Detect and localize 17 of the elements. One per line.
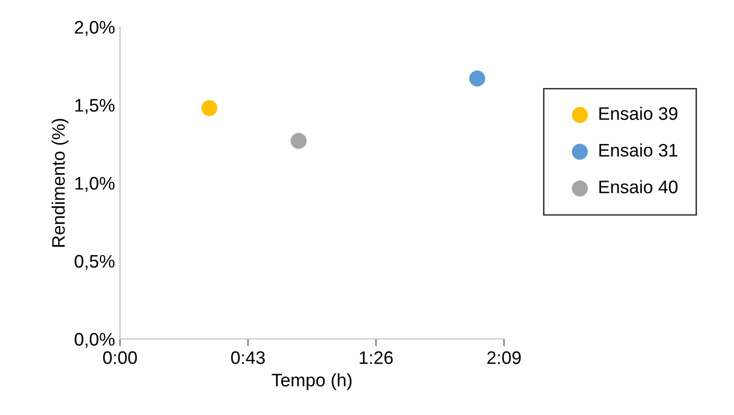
y-tick-label: 1,5% (75, 99, 114, 114)
legend-label: Ensaio 31 (599, 143, 678, 157)
y-axis-title: Rendimento (%) (52, 118, 68, 247)
x-tick-label: 0:43 (231, 351, 265, 364)
y-tick-label: 1,0% (75, 176, 114, 192)
y-tick-label: 2,0% (74, 20, 114, 36)
y-tick-label: 0,0% (74, 332, 114, 348)
legend-label: Ensaio 39 (599, 106, 678, 120)
point (290, 132, 307, 149)
x-axis-title: Tempo (h) (272, 373, 352, 390)
legend-label: Ensaio 40 (599, 180, 678, 194)
x-tick-label: 1:26 (360, 351, 393, 364)
point (201, 100, 218, 116)
x-tick-label: 2:09 (487, 351, 521, 364)
y-tick-label: 0,5% (74, 254, 114, 270)
x-tick-label: 0:00 (103, 351, 137, 364)
point (469, 70, 486, 86)
